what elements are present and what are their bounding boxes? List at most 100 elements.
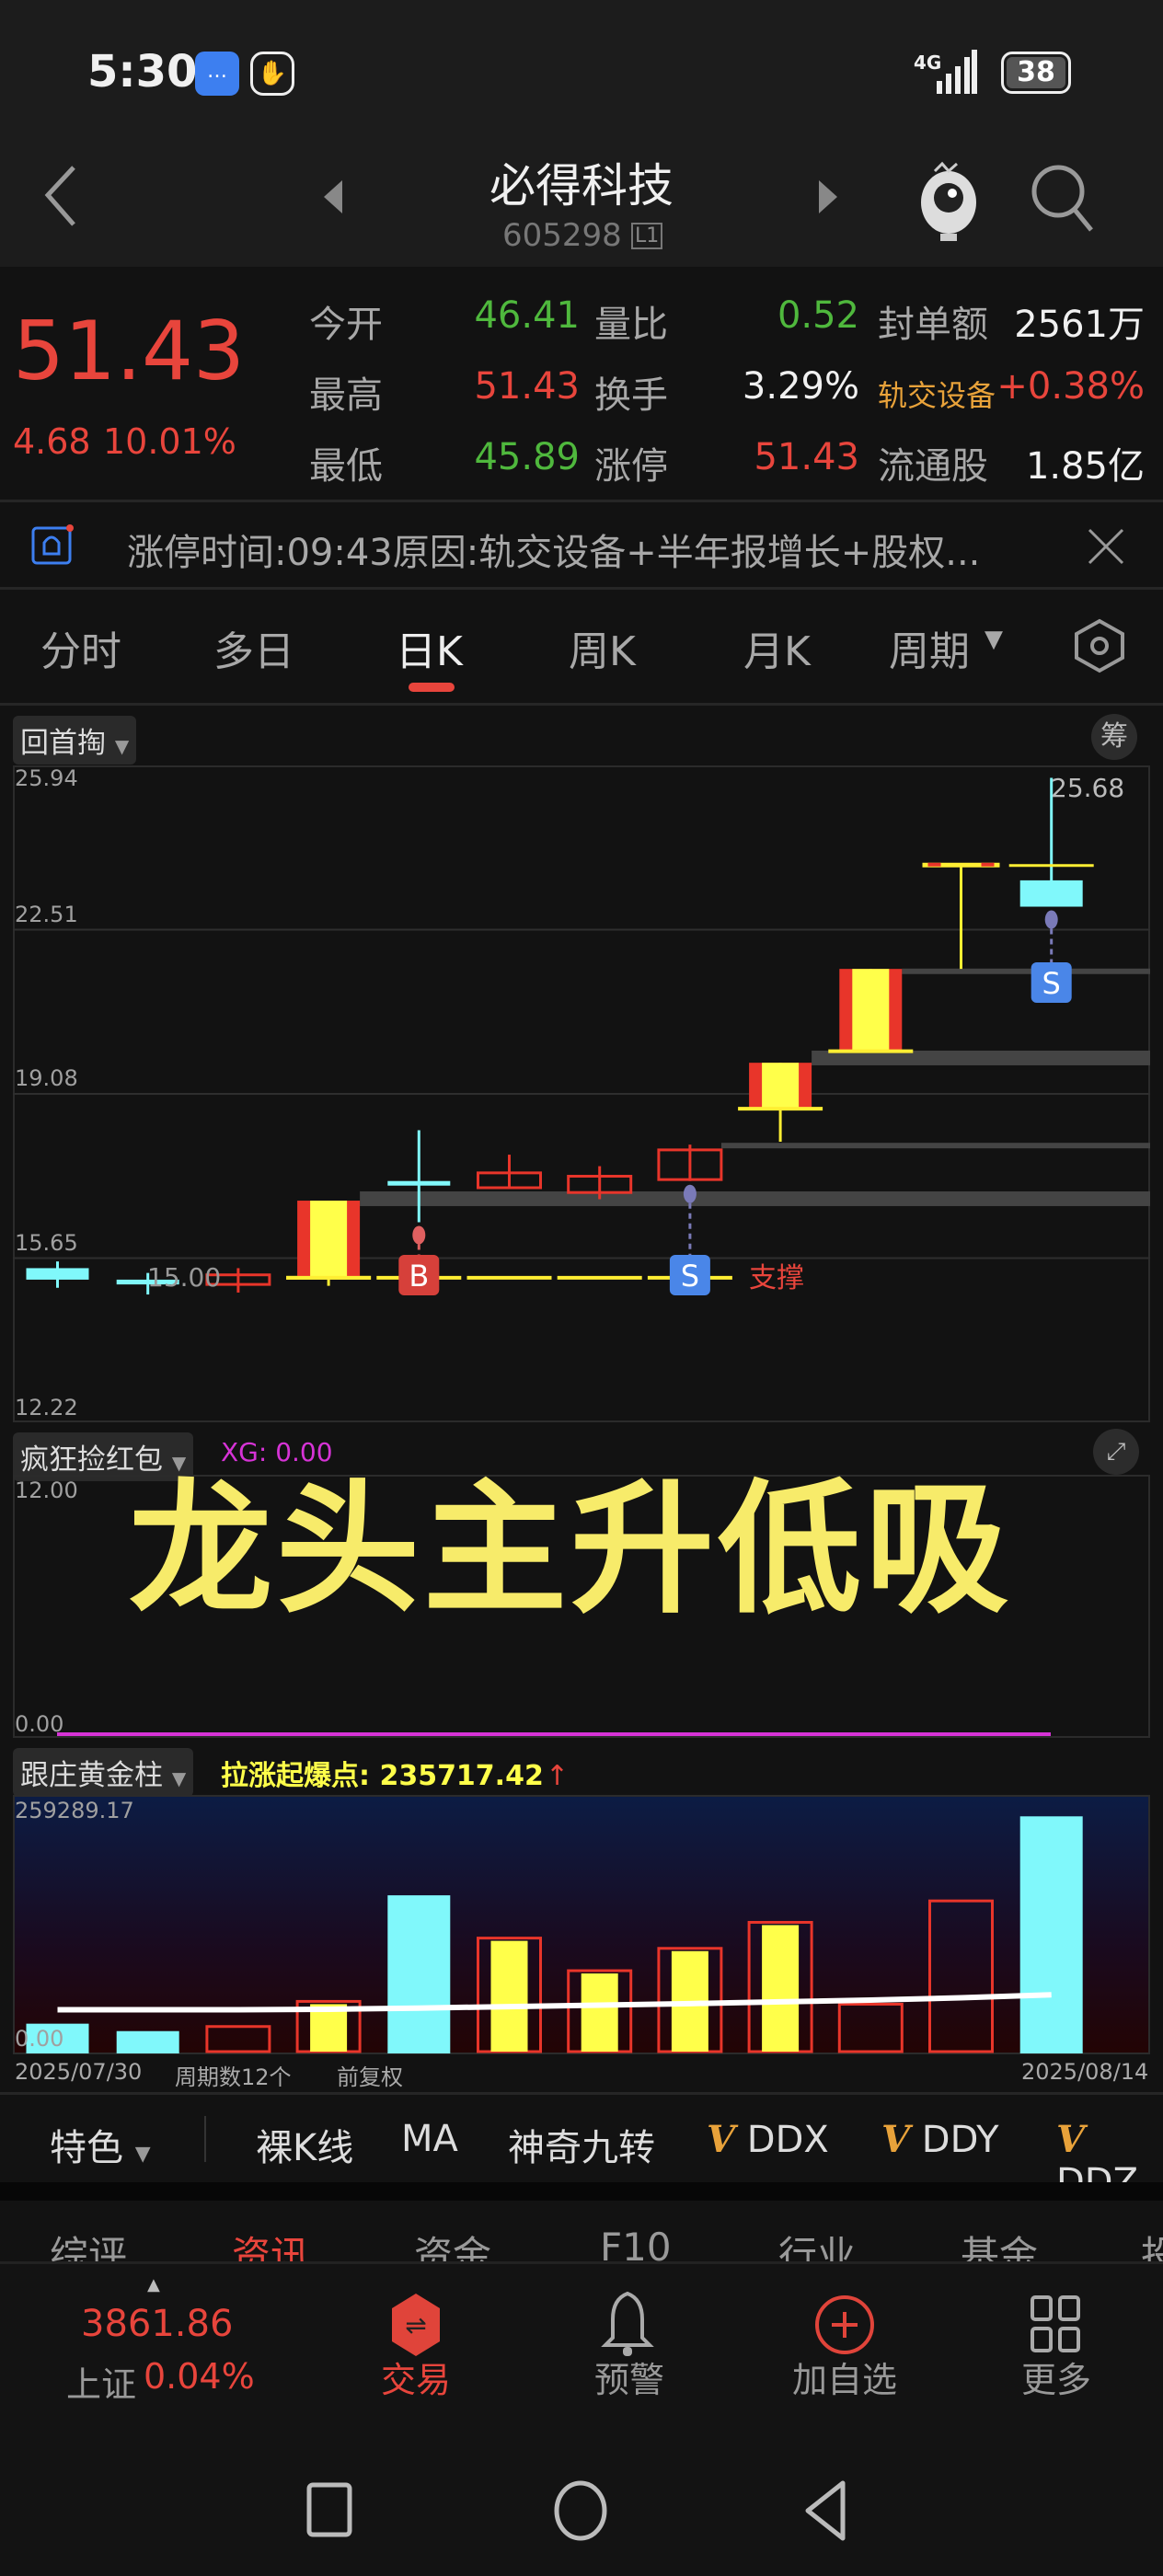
price-change-pct: 10.01%: [103, 421, 236, 462]
trade-icon[interactable]: ⇌: [388, 2292, 443, 2358]
quote-panel: 51.43 4.68 10.01% 今开 46.41 量比 0.52 封单额 2561万最…: [0, 267, 1163, 501]
toolbar-item-ma[interactable]: MA: [401, 2118, 458, 2160]
settings-hexagon-icon[interactable]: [1073, 618, 1126, 673]
indicator-selector-2[interactable]: 疯狂捡红包 ▼: [13, 1432, 194, 1481]
signal-label-B: B: [409, 1259, 429, 1294]
tab-funds[interactable]: 资金: [414, 2233, 492, 2263]
candle-body: [205, 1273, 271, 1286]
home-icon[interactable]: [550, 2479, 611, 2542]
more-grid-icon[interactable]: [1029, 2294, 1084, 2356]
period-count: 周期数12个: [175, 2064, 292, 2090]
close-icon[interactable]: [1086, 526, 1126, 567]
overlay-caption: 龙头主升低吸: [129, 1466, 1012, 1633]
toolbar-item-naked-k[interactable]: 裸K线: [256, 2127, 354, 2169]
volume-bar: [928, 1899, 994, 2053]
tab-more[interactable]: 投: [1141, 2233, 1163, 2263]
y-tick: 25.94: [15, 765, 78, 791]
tab-overview[interactable]: 综评: [50, 2233, 128, 2263]
tab-daily-k[interactable]: 日K: [396, 628, 463, 675]
tab-intraday[interactable]: 分时: [40, 628, 121, 675]
tab-f10[interactable]: F10: [600, 2225, 672, 2263]
alert-bell-icon[interactable]: [600, 2290, 655, 2360]
y-tick: 22.51: [15, 902, 78, 927]
support-zone: [902, 968, 1150, 974]
adjust-mode[interactable]: 前复权: [337, 2064, 403, 2090]
signal-badge: [669, 1255, 710, 1295]
y-tick: 19.08: [15, 1065, 78, 1091]
tab-fund[interactable]: 基金: [961, 2233, 1039, 2263]
next-stock-icon[interactable]: [817, 178, 839, 215]
tab-industry[interactable]: 行业: [778, 2233, 857, 2263]
candlestick-svg: B S S: [13, 777, 1151, 1295]
feature-menu[interactable]: 特色 ▼: [50, 2118, 151, 2171]
candle-body-fill: [310, 1201, 348, 1278]
candle-body: [1019, 880, 1083, 907]
previous-stock-icon[interactable]: [322, 178, 344, 215]
signal-icon: [937, 50, 977, 94]
candle-body: [26, 1268, 89, 1280]
indicator-name: 回首掏: [20, 727, 106, 760]
indicator-selector-3[interactable]: 跟庄黄金柱 ▼: [13, 1748, 194, 1797]
index-value[interactable]: 3861.86: [81, 2303, 234, 2345]
tab-weekly-k[interactable]: 周K: [569, 628, 636, 675]
chevron-down-icon[interactable]: ▼: [985, 626, 1003, 653]
nav-alert[interactable]: 预警: [593, 2360, 664, 2400]
stat-value: 2561万: [1014, 304, 1145, 346]
ddy-label: DDY: [921, 2119, 999, 2161]
hand-icon: ✋: [250, 52, 294, 96]
stat-label: 最低: [309, 445, 383, 488]
back-icon[interactable]: [40, 162, 81, 228]
active-tab-indicator: [409, 683, 455, 692]
v-icon: V: [707, 2118, 736, 2161]
limit-up-notice[interactable]: 涨停时间:09:43原因:轨交设备+半年报增长+股权...: [0, 502, 1163, 587]
nav-trade[interactable]: 交易: [380, 2360, 451, 2400]
support-zone: [720, 1143, 1150, 1149]
signal-dot: [412, 1225, 426, 1245]
recent-apps-icon[interactable]: [304, 2479, 359, 2542]
tab-period[interactable]: 周期: [889, 628, 970, 675]
candle-body-fill: [852, 969, 890, 1052]
toolbar-item-magic-nine[interactable]: 神奇九转: [508, 2127, 655, 2169]
volume-svg: [26, 1816, 1083, 2053]
v-icon: V: [1056, 2118, 1086, 2161]
support-zone: [360, 1190, 1151, 1206]
candle-body: [387, 1180, 451, 1186]
search-icon[interactable]: [1029, 162, 1095, 236]
stat-value: 1.85亿: [1025, 445, 1145, 488]
nav-more[interactable]: 更多: [1020, 2360, 1091, 2400]
expand-icon[interactable]: ⤢: [1093, 1429, 1139, 1475]
index-change: 0.04%: [144, 2356, 255, 2397]
y-tick: 0.00: [15, 1711, 64, 1737]
stat-label: 最高: [309, 374, 383, 417]
toolbar-item-ddy[interactable]: V DDY: [881, 2118, 999, 2161]
tab-news[interactable]: 资讯: [232, 2233, 310, 2263]
add-watchlist-icon[interactable]: [813, 2294, 876, 2356]
volume-ma-line: [57, 1992, 1052, 2013]
stat-value: 51.43: [754, 436, 859, 478]
signal-badge: [1031, 962, 1072, 1003]
clock: 5:30: [87, 46, 198, 98]
candle-body: [567, 1175, 633, 1194]
chip-distribution-button[interactable]: 筹: [1091, 714, 1137, 760]
volume-bar: [26, 2023, 89, 2053]
status-bar: 5:30 … ✋ 4G 38: [0, 0, 1163, 138]
tab-monthly-k[interactable]: 月K: [743, 628, 811, 675]
indicator-chart-2: [13, 1475, 1150, 1738]
candle-body: [922, 862, 1000, 868]
expand-up-icon[interactable]: ▲: [147, 2275, 160, 2294]
indicator-selector-main[interactable]: 回首掏 ▼: [13, 716, 137, 765]
bell-notice-icon: [31, 524, 74, 565]
nav-add-watchlist[interactable]: 加自选: [791, 2360, 897, 2400]
v-icon: V: [881, 2118, 911, 2161]
mascot-icon[interactable]: [915, 156, 983, 243]
battery-level: 38: [1007, 57, 1065, 88]
tab-multi-day[interactable]: 多日: [213, 628, 294, 675]
message-notification-icon: …: [195, 52, 239, 96]
candle-body: [116, 1279, 179, 1285]
stat-label: 换手: [594, 374, 668, 417]
volume-bar-fill: [490, 1940, 528, 2052]
toolbar-item-ddx[interactable]: V DDX: [707, 2118, 829, 2161]
price-change: 4.68: [13, 421, 91, 462]
volume-bar-fill: [581, 1973, 618, 2052]
back-nav-icon[interactable]: [802, 2479, 850, 2542]
